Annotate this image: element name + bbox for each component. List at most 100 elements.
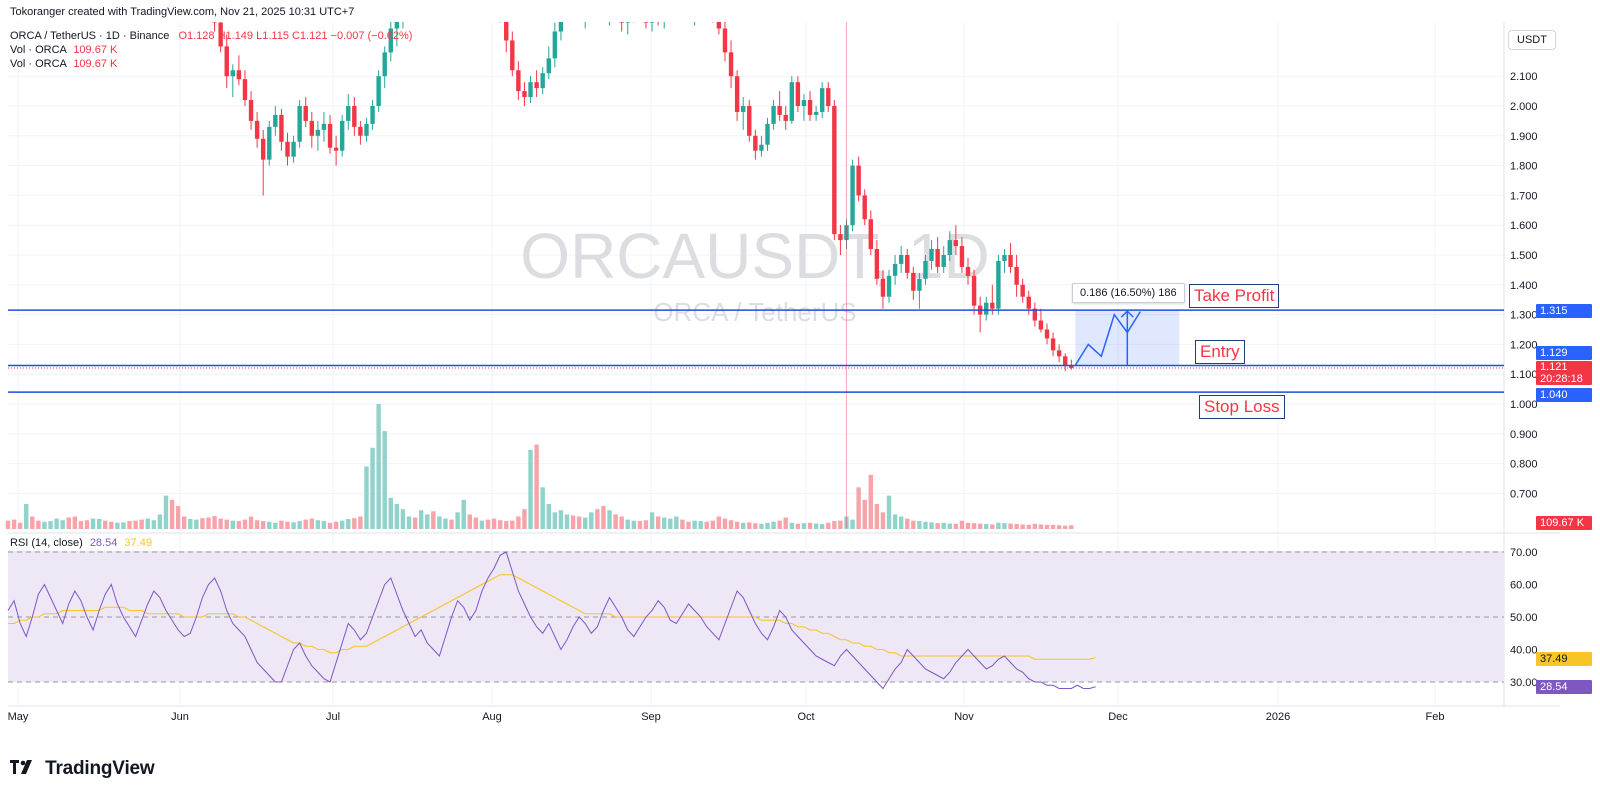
volume-bar: [461, 499, 466, 529]
volume-bar: [358, 516, 363, 529]
candle-body: [309, 120, 314, 136]
volume-bar: [783, 517, 788, 529]
candle-body: [583, 2, 587, 8]
watermark-pair: ORCA / TetherUS: [653, 297, 856, 327]
rsi-legend[interactable]: RSI (14, close) 28.54 37.49: [10, 537, 152, 549]
rsi-lines: [7, 551, 1096, 690]
candle-body: [1002, 255, 1007, 261]
price-tick-label: 1.800: [1510, 161, 1538, 173]
volume-bar: [984, 524, 989, 529]
candle-body: [212, 22, 217, 23]
volume-bar: [807, 522, 813, 529]
candle-body: [777, 106, 782, 115]
volume-bar: [686, 521, 691, 529]
volume-bar: [151, 520, 157, 529]
candle-body: [692, 8, 696, 14]
volume-bar: [412, 517, 418, 529]
price-axis[interactable]: 2.100 2.000 1.900 1.800 1.700 1.600 1.500 1.400…: [1510, 71, 1538, 500]
candle-body: [898, 255, 904, 264]
symbol-legend[interactable]: ORCA / TetherUS · 1D · Binance O1.128 H1…: [10, 30, 412, 42]
volume-bar: [898, 516, 904, 529]
candle-body: [552, 31, 558, 59]
volume-bar: [941, 522, 946, 529]
candle-body: [218, 22, 223, 47]
volume-legend-1[interactable]: Vol · ORCA 109.67 K: [10, 44, 117, 56]
volume-bar: [795, 523, 801, 529]
candle-body: [382, 52, 387, 77]
volume-bar: [303, 519, 308, 529]
candle-body: [747, 106, 752, 136]
volume-bar: [42, 521, 47, 529]
rsi-label: RSI (14, close): [10, 537, 83, 549]
volume-bar: [169, 499, 175, 529]
volume-bar: [868, 474, 873, 529]
candle-body: [267, 126, 272, 160]
volume-bar: [400, 509, 406, 529]
volume-bar: [473, 517, 479, 529]
rsi-tick-label: 60.00: [1510, 580, 1538, 592]
volume-bar: [145, 518, 150, 529]
volume-bar: [510, 520, 515, 529]
currency-button[interactable]: USDT: [1508, 30, 1556, 50]
volume-bar: [285, 521, 290, 529]
candle-body: [528, 82, 533, 98]
projection-path: [1074, 311, 1141, 366]
volume-bar: [291, 522, 296, 529]
volume-bar: [789, 522, 795, 529]
target-projection: [1074, 310, 1180, 366]
volume-bar: [388, 497, 393, 529]
candle-body: [516, 70, 521, 92]
volume-bar: [224, 519, 229, 529]
rsi-axis[interactable]: 70.00 60.00 50.00 40.00 30.00: [1510, 547, 1538, 689]
volume-bar: [443, 518, 448, 529]
candle-body: [346, 106, 351, 121]
time-tick-label: Jun: [171, 711, 189, 723]
candle-body: [279, 114, 284, 142]
volume-bar: [540, 487, 545, 529]
candle-body: [668, 5, 672, 11]
volume-bar: [84, 520, 90, 529]
candle-body: [303, 106, 308, 121]
time-axis[interactable]: May Jun Jul Aug Sep Oct Nov Dec 2026 Feb: [8, 711, 1445, 723]
candle-body: [260, 138, 266, 160]
candle-body: [740, 106, 746, 112]
volume-bar: [370, 447, 375, 529]
measure-tooltip: 0.186 (16.50%) 186: [1072, 283, 1185, 303]
last-price-tag: 1.121 20:28:18: [1536, 361, 1592, 385]
candle-body: [358, 126, 363, 136]
volume-bar: [109, 521, 114, 529]
volume-bar: [394, 504, 400, 529]
volume-bar: [382, 431, 387, 529]
volume-bar: [36, 520, 41, 529]
candle-body: [546, 58, 551, 74]
time-tick-label: Feb: [1426, 711, 1445, 723]
volume-bar: [619, 516, 624, 529]
volume-bar: [905, 518, 910, 529]
volume-bar: [1056, 525, 1062, 529]
candle-body: [248, 100, 254, 121]
candle-body: [759, 144, 764, 151]
price-tick-label: 1.600: [1510, 220, 1538, 232]
time-tick-label: Oct: [797, 711, 814, 723]
candle-body: [862, 195, 867, 220]
candle-body: [601, 0, 605, 11]
volume-bar: [1020, 524, 1025, 529]
candle-body: [285, 141, 290, 157]
volume-bar: [558, 510, 564, 529]
candle-body: [807, 100, 813, 115]
entry-label: Entry: [1195, 340, 1245, 364]
candle-body: [929, 249, 934, 261]
volume-bar: [552, 512, 558, 529]
candle-body: [801, 100, 807, 106]
candle-body: [819, 88, 825, 112]
rsi-value-2: 37.49: [124, 537, 152, 549]
tradingview-logo[interactable]: TradingView: [10, 758, 155, 780]
candle-body: [540, 73, 545, 89]
volume-legend-2[interactable]: Vol · ORCA 109.67 K: [10, 58, 117, 70]
volume-bar: [813, 523, 819, 529]
volume-bar: [637, 521, 643, 529]
volume-bar: [479, 520, 485, 529]
volume-bar: [230, 520, 236, 529]
price-tick-label: 2.000: [1510, 101, 1538, 113]
